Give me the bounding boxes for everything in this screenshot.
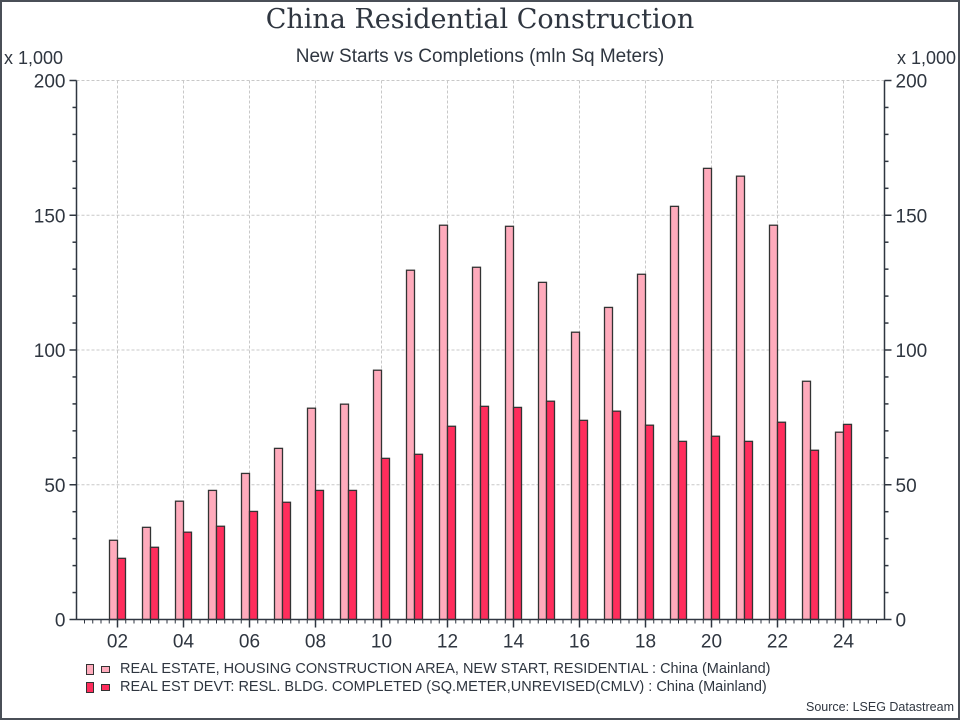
bar-completions xyxy=(776,421,787,621)
bar-new-starts xyxy=(801,380,812,621)
bar-new-starts xyxy=(141,526,152,621)
bar-completions xyxy=(413,453,424,621)
bar-new-starts xyxy=(636,273,647,621)
y-unit-label-right: x 1,000 xyxy=(896,48,956,68)
bar-new-starts xyxy=(273,447,284,621)
bar-completions xyxy=(644,424,655,621)
x-tick-label: 08 xyxy=(305,632,326,653)
chart-title: China Residential Construction xyxy=(265,4,695,35)
y-tick-label-right: 0 xyxy=(896,611,907,632)
bar-completions xyxy=(809,449,820,621)
bar-new-starts xyxy=(834,431,845,621)
bar-completions xyxy=(545,400,556,621)
x-tick-label: 04 xyxy=(173,632,195,653)
bars xyxy=(108,167,853,621)
bar-completions xyxy=(281,501,292,621)
bar-completions xyxy=(578,419,589,621)
source-note: Source: LSEG Datastream xyxy=(806,700,954,714)
bar-new-starts xyxy=(603,306,614,621)
bar-completions xyxy=(710,435,721,621)
legend-swatch-completions xyxy=(86,681,94,693)
legend: REAL ESTATE, HOUSING CONSTRUCTION AREA, … xyxy=(86,660,770,696)
tick-labels: 0 0 50 50 100 100 150 150 200 200 02 04 06 08 10 12 14 16… xyxy=(34,72,927,653)
bar-new-starts xyxy=(735,175,746,621)
legend-marker-new-starts xyxy=(101,665,110,673)
bar-new-starts xyxy=(504,225,515,621)
y-tick-label-left: 0 xyxy=(55,611,66,632)
bar-completions xyxy=(182,531,193,621)
legend-marker-completions xyxy=(101,683,110,691)
x-tick-label: 22 xyxy=(767,632,788,653)
bar-new-starts xyxy=(768,224,779,621)
bar-new-starts xyxy=(174,500,185,621)
bar-new-starts xyxy=(108,539,119,621)
bar-new-starts xyxy=(570,331,581,621)
y-tick-label-right: 100 xyxy=(896,341,928,362)
y-tick-label-left: 150 xyxy=(34,206,66,227)
bar-new-starts xyxy=(240,472,251,621)
x-tick-label: 02 xyxy=(107,632,128,653)
y-tick-label-right: 150 xyxy=(896,206,928,227)
bar-completions xyxy=(380,457,391,621)
y-unit-label-left: x 1,000 xyxy=(4,48,64,68)
bar-new-starts xyxy=(372,369,383,621)
x-tick-label: 06 xyxy=(239,632,260,653)
x-tick-label: 18 xyxy=(635,632,656,653)
x-tick-label: 12 xyxy=(437,632,458,653)
bar-completions xyxy=(215,525,226,621)
bar-completions xyxy=(116,557,127,621)
bar-completions xyxy=(611,410,622,621)
legend-label-completions: REAL EST DEVT: RESL. BLDG. COMPLETED (SQ… xyxy=(120,679,767,695)
bar-completions xyxy=(743,440,754,621)
bar-completions xyxy=(842,423,853,621)
x-tick-label: 10 xyxy=(371,632,392,653)
bar-new-starts xyxy=(702,167,713,621)
bar-new-starts xyxy=(405,269,416,621)
y-tick-label-right: 200 xyxy=(896,72,928,93)
legend-label-new-starts: REAL ESTATE, HOUSING CONSTRUCTION AREA, … xyxy=(120,661,771,677)
x-tick-label: 16 xyxy=(569,632,590,653)
axes xyxy=(69,79,892,628)
bar-new-starts xyxy=(438,224,449,621)
bar-completions xyxy=(446,425,457,621)
x-tick-label: 14 xyxy=(503,632,525,653)
y-tick-label-left: 100 xyxy=(34,341,66,362)
x-tick-label: 24 xyxy=(833,632,855,653)
bar-new-starts xyxy=(207,489,218,621)
bar-new-starts xyxy=(471,266,482,621)
y-tick-label-right: 50 xyxy=(896,476,917,497)
bar-completions xyxy=(248,510,259,621)
bar-completions xyxy=(479,405,490,621)
x-tick-label: 20 xyxy=(701,632,722,653)
y-tick-label-left: 50 xyxy=(44,476,65,497)
legend-swatch-new-starts xyxy=(86,663,94,675)
bar-new-starts xyxy=(306,407,317,621)
bar-new-starts xyxy=(537,281,548,621)
chart-subtitle: New Starts vs Completions (mln Sq Meters… xyxy=(295,46,665,67)
bar-completions xyxy=(512,406,523,621)
legend-item-new-starts: REAL ESTATE, HOUSING CONSTRUCTION AREA, … xyxy=(86,660,770,678)
bar-new-starts xyxy=(669,205,680,621)
bar-completions xyxy=(347,489,358,621)
y-tick-label-left: 200 xyxy=(34,72,66,93)
bar-new-starts xyxy=(339,403,350,621)
bar-completions xyxy=(314,489,325,621)
bar-completions xyxy=(149,546,160,621)
bar-completions xyxy=(677,440,688,621)
legend-item-completions: REAL EST DEVT: RESL. BLDG. COMPLETED (SQ… xyxy=(86,678,770,696)
